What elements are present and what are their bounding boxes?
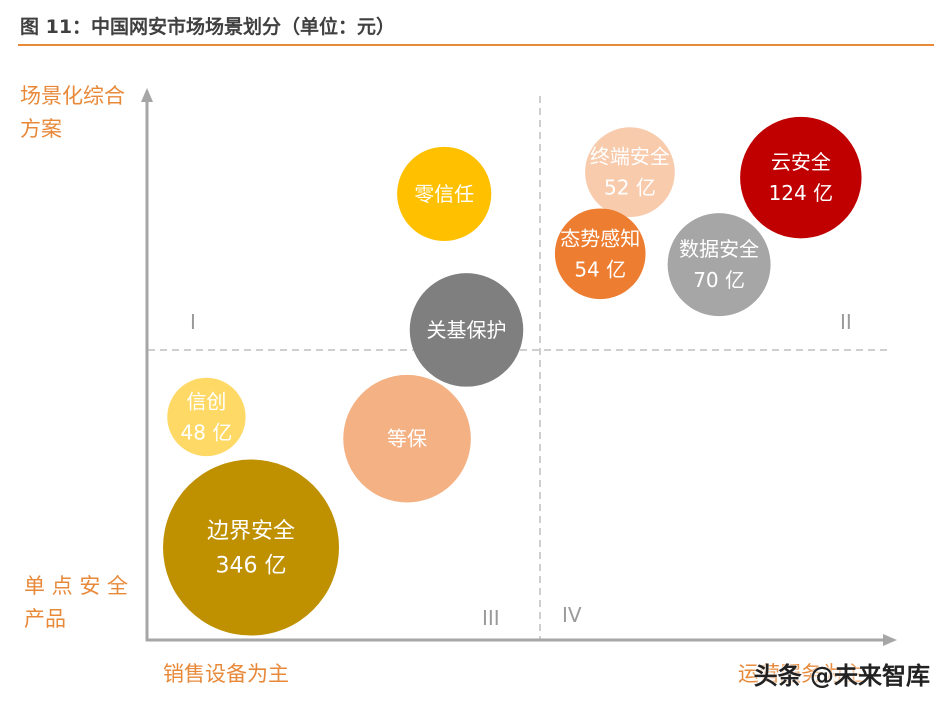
y-axis-top-label: 场景化综合 方案 bbox=[20, 80, 125, 146]
y-top-label-line2: 方案 bbox=[20, 117, 62, 141]
bubble-circle bbox=[585, 127, 675, 218]
bubble-1: 终端安全 52 亿 bbox=[585, 127, 675, 218]
bubble-label: 态势感知 bbox=[560, 226, 640, 250]
figure-title: 图 11：中国网安市场场景划分（单位：元） bbox=[20, 16, 396, 38]
bubble-value: 124 亿 bbox=[769, 181, 834, 205]
bubble-label: 边界安全 bbox=[207, 519, 295, 544]
bubble-label: 数据安全 bbox=[679, 237, 759, 261]
bubble-circle bbox=[167, 377, 246, 457]
bubble-value: 52 亿 bbox=[604, 176, 656, 200]
bubble-6: 信创 48 亿 bbox=[167, 377, 246, 457]
bubble-value: 70 亿 bbox=[693, 268, 745, 292]
bubble-5: 关基保护 bbox=[409, 273, 524, 387]
quadrant-label-1: I bbox=[190, 310, 196, 334]
bubble-value: 48 亿 bbox=[181, 420, 233, 444]
bubble-8: 边界安全 346 亿 bbox=[163, 459, 340, 636]
bubble-circle bbox=[409, 273, 524, 387]
x-axis-right-label: 运营服务为主 bbox=[738, 662, 864, 686]
y-top-label-line1: 场景化综合 bbox=[20, 84, 125, 108]
bubble-2: 云安全 124 亿 bbox=[740, 116, 862, 239]
bubble-circle bbox=[163, 459, 340, 636]
y-bottom-label-line1: 单 点 安 全 bbox=[24, 574, 129, 598]
bubble-circle bbox=[397, 146, 492, 241]
bubble-7: 等保 bbox=[343, 374, 471, 503]
bubble-label: 信创 bbox=[186, 389, 226, 413]
x-axis-left-label: 销售设备为主 bbox=[163, 662, 289, 686]
title-rule bbox=[18, 44, 934, 46]
bubble-circle bbox=[740, 116, 862, 239]
quadrant-label-2: II bbox=[840, 310, 852, 334]
watermark: 头条 @未来智库 bbox=[753, 662, 930, 690]
bubble-label: 云安全 bbox=[771, 150, 831, 174]
bubble-circle bbox=[554, 208, 646, 300]
bubble-label: 关基保护 bbox=[426, 318, 506, 342]
bubble-label: 终端安全 bbox=[590, 145, 670, 169]
quadrant-label-4: IV bbox=[562, 603, 582, 627]
y-bottom-label-line2: 产品 bbox=[24, 607, 66, 631]
bubble-label: 等保 bbox=[387, 427, 427, 451]
bubble-4: 数据安全 70 亿 bbox=[667, 213, 771, 317]
quadrant-label-3: III bbox=[482, 606, 500, 630]
bubble-value: 346 亿 bbox=[216, 553, 287, 578]
bubble-0: 零信任 bbox=[397, 146, 492, 241]
bubble-label: 零信任 bbox=[414, 182, 474, 206]
y-axis-bottom-label: 单 点 安 全 产品 bbox=[24, 570, 128, 636]
bubble-circle bbox=[343, 374, 471, 503]
bubble-3: 态势感知 54 亿 bbox=[554, 208, 646, 300]
bubble-value: 54 亿 bbox=[574, 257, 626, 281]
bubble-circle bbox=[667, 213, 771, 317]
